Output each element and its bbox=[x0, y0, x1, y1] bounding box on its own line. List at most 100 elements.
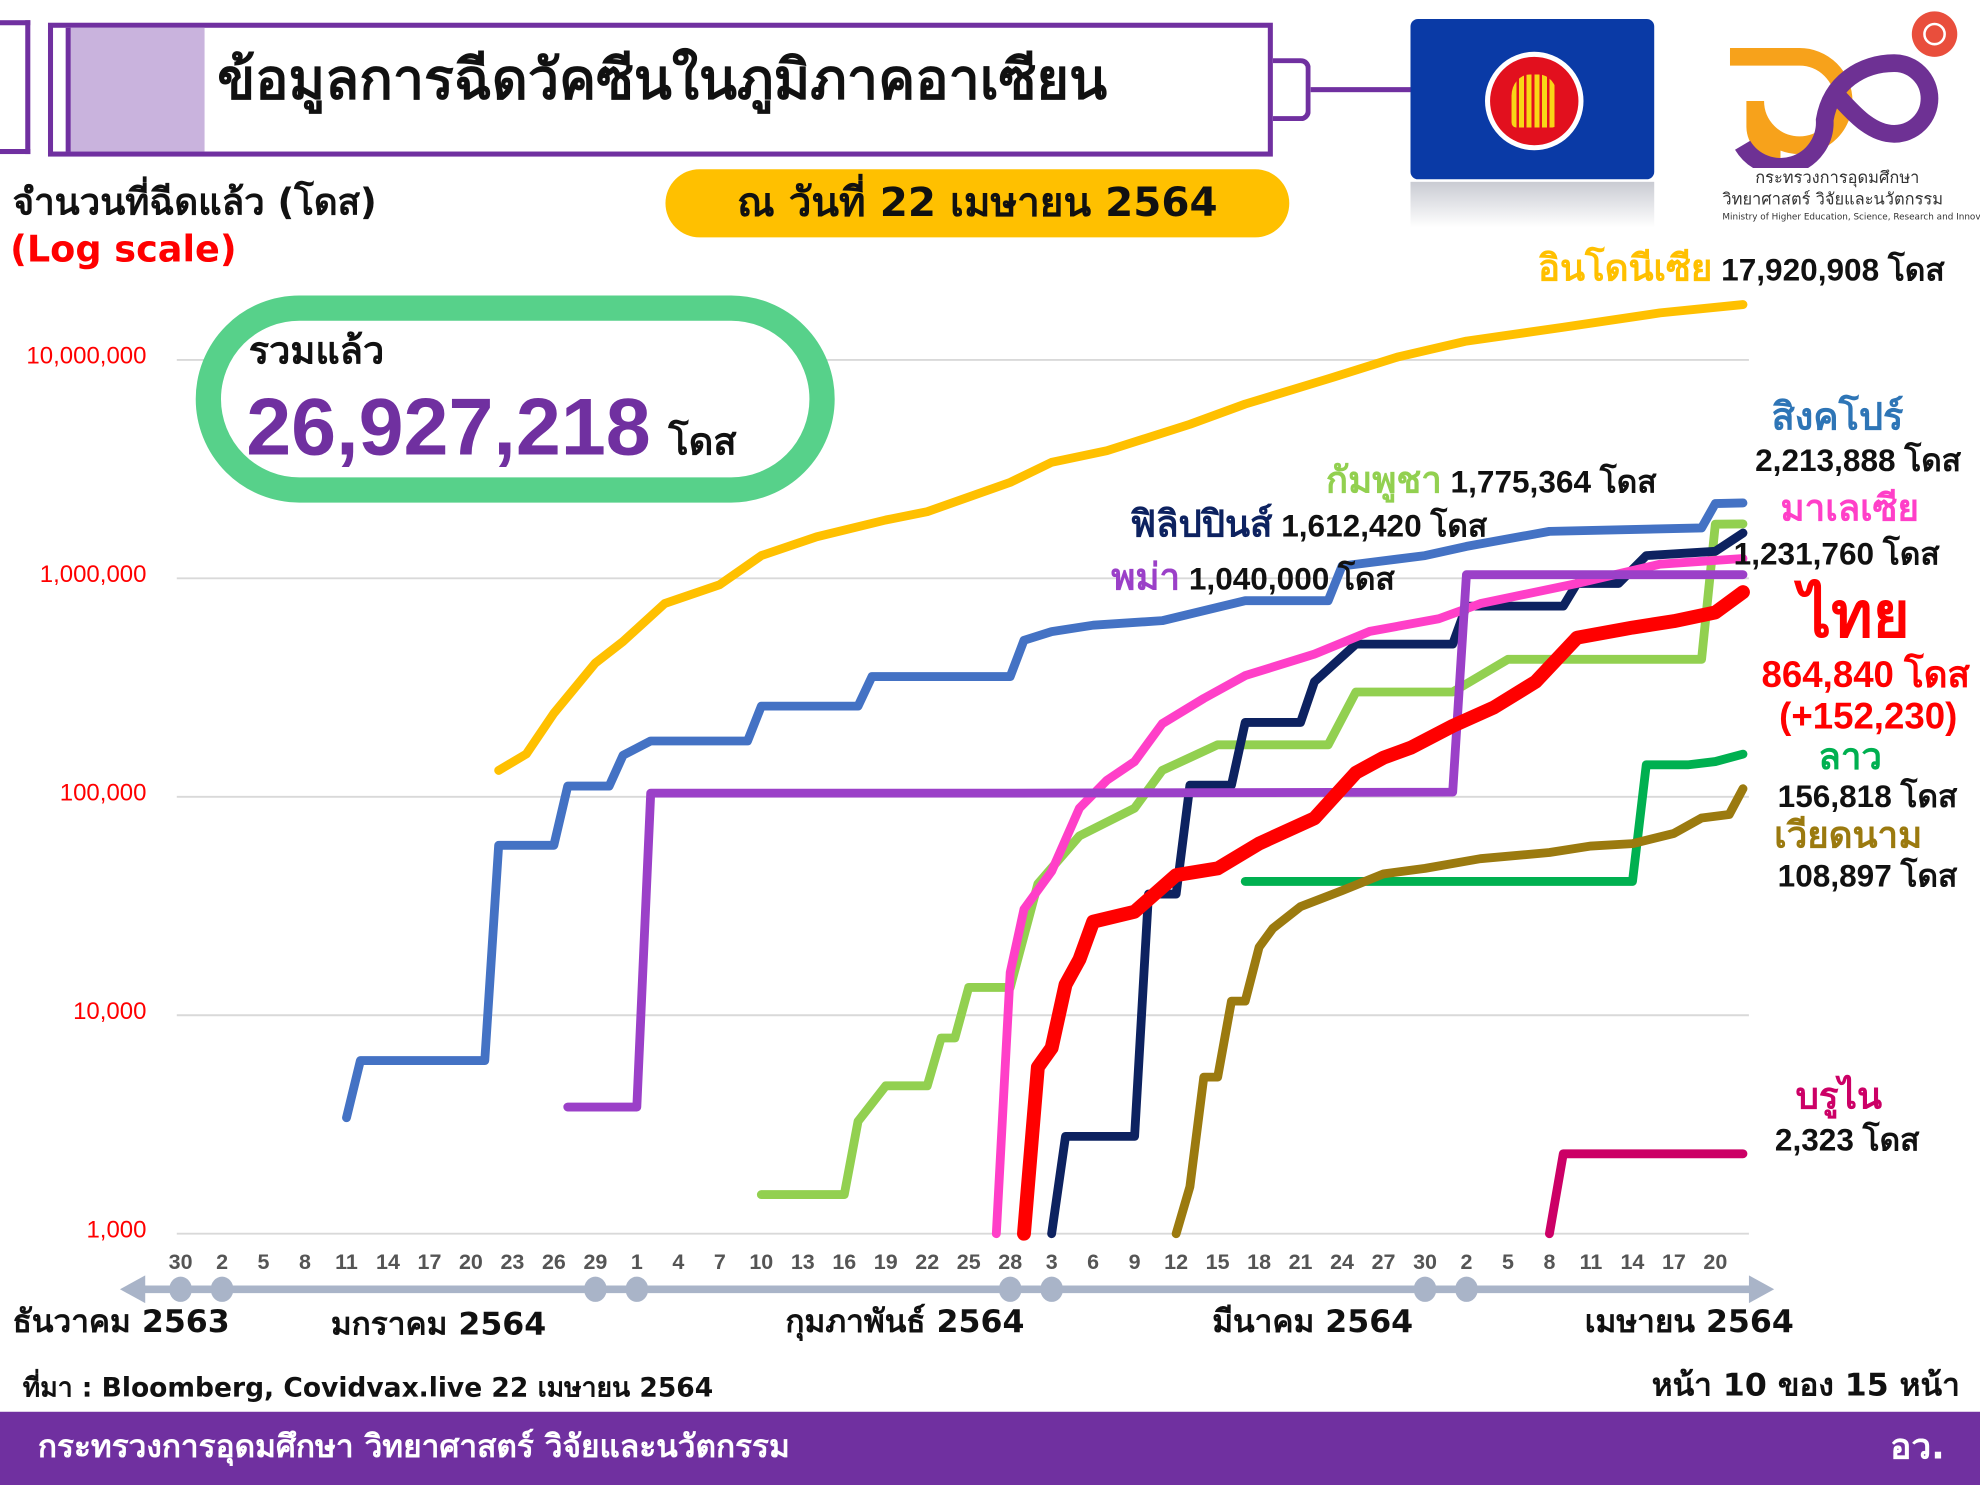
month-label-jan: มกราคม 2564 bbox=[330, 1305, 547, 1343]
x-tick-label: 30 bbox=[1413, 1250, 1437, 1275]
y-tick-label: 1,000,000 bbox=[39, 561, 147, 589]
footer-bar: กระทรวงการอุดมศึกษา วิทยาศาสตร์ วิจัยและ… bbox=[0, 1411, 1980, 1485]
label-cambodia: กัมพูชา 1,775,364 โดส bbox=[1326, 462, 1657, 501]
asean-emblem-icon bbox=[1485, 51, 1584, 151]
x-tick-label: 3 bbox=[1045, 1250, 1058, 1275]
series-line-thailand bbox=[1017, 585, 1750, 1241]
x-tick-label: 11 bbox=[335, 1250, 358, 1275]
x-tick-label: 8 bbox=[299, 1250, 311, 1275]
x-tick-label: 10 bbox=[749, 1250, 774, 1275]
ministry-logo bbox=[1729, 11, 1958, 168]
x-tick-label: 8 bbox=[1543, 1250, 1556, 1275]
series-name-vietnam: เวียดนาม bbox=[1774, 815, 1923, 857]
footer-ministry: กระทรวงการอุดมศึกษา วิทยาศาสตร์ วิจัยและ… bbox=[37, 1428, 790, 1465]
month-label-mar: มีนาคม 2564 bbox=[1212, 1303, 1414, 1340]
total-row: 26,927,218 โดส bbox=[246, 381, 736, 472]
series-total-brunei: 2,323 โดส bbox=[1774, 1122, 1920, 1158]
y-tick-label: 100,000 bbox=[59, 780, 147, 807]
series-total-vietnam: 108,897 โดส bbox=[1777, 858, 1958, 895]
month-boundary-dot bbox=[210, 1276, 234, 1302]
x-tick-label: 9 bbox=[1128, 1250, 1141, 1275]
series-line-singapore bbox=[342, 498, 1748, 1123]
month-boundary-dot bbox=[1040, 1276, 1064, 1302]
y-tick-label: 10,000,000 bbox=[26, 343, 147, 370]
x-tick-label: 14 bbox=[376, 1250, 400, 1275]
series-line-malaysia bbox=[991, 554, 1748, 1239]
x-tick-label: 30 bbox=[168, 1250, 193, 1275]
month-boundary-dot bbox=[1413, 1276, 1437, 1302]
month-boundary-dot bbox=[169, 1276, 192, 1302]
syringe-plunger bbox=[0, 20, 31, 155]
series-line-myanmar bbox=[563, 570, 1748, 1112]
series-total-laos: 156,818 โดส bbox=[1777, 779, 1958, 815]
series-line-cambodia bbox=[756, 519, 1748, 1199]
x-tick-label: 24 bbox=[1330, 1250, 1355, 1275]
x-tick-label: 12 bbox=[1164, 1250, 1189, 1275]
x-tick-label: 5 bbox=[1501, 1250, 1514, 1275]
label-indonesia: อินโดนีเซีย 17,920,908 โดส bbox=[1538, 250, 1945, 289]
x-tick-label: 2 bbox=[216, 1250, 229, 1275]
x-tick-label: 7 bbox=[713, 1250, 726, 1275]
series-total-cambodia: 1,775,364 โดส bbox=[1450, 464, 1657, 501]
month-boundary-dot bbox=[584, 1276, 607, 1302]
x-tick-label: 11 bbox=[1579, 1250, 1603, 1275]
label-myanmar: พม่า 1,040,000 โดส bbox=[1111, 559, 1395, 598]
axis-arrow-left-icon bbox=[119, 1275, 146, 1304]
log-scale-note: (Log scale) bbox=[10, 227, 237, 271]
x-tick-label: 20 bbox=[458, 1250, 483, 1275]
series-name-philippines: ฟิลิปปินส์ bbox=[1130, 505, 1273, 546]
month-boundary-dot bbox=[998, 1276, 1022, 1302]
y-axis-title: จำนวนที่ฉีดแล้ว (โดส) bbox=[12, 180, 377, 224]
x-tick-label: 6 bbox=[1087, 1250, 1100, 1275]
series-name-malaysia: มาเลเซีย bbox=[1780, 488, 1919, 530]
page-title: ข้อมูลการฉีดวัคซีนในภูมิภาคอาเซียน bbox=[217, 47, 1108, 113]
series-total-philippines: 1,612,420 โดส bbox=[1281, 508, 1488, 545]
x-tick-label: 19 bbox=[873, 1250, 898, 1275]
month-boundary-dot bbox=[625, 1276, 649, 1302]
series-total-malaysia: 1,231,760 โดส bbox=[1733, 536, 1940, 573]
month-label-feb: กุมภาพันธ์ 2564 bbox=[785, 1303, 1025, 1340]
month-label-dec: ธันวาคม 2563 bbox=[12, 1303, 230, 1340]
asean-flag-reflection bbox=[1410, 181, 1655, 228]
x-tick-label: 5 bbox=[257, 1250, 270, 1275]
x-tick-label: 23 bbox=[500, 1250, 525, 1275]
x-tick-label: 22 bbox=[915, 1250, 940, 1275]
syringe-barrel bbox=[47, 22, 1273, 157]
total-unit: โดส bbox=[668, 420, 737, 465]
x-tick-label: 21 bbox=[1288, 1250, 1313, 1275]
series-name-myanmar: พม่า bbox=[1111, 558, 1181, 599]
syringe-ring bbox=[53, 27, 71, 152]
syringe-fill bbox=[70, 27, 205, 152]
series-line-indonesia bbox=[494, 300, 1748, 775]
syringe-needle bbox=[1310, 87, 1412, 93]
series-total-indonesia: 17,920,908 โดส bbox=[1721, 252, 1945, 288]
series-name-singapore: สิงคโปร์ bbox=[1771, 396, 1904, 439]
logo-text-th-1: กระทรวงการอุดมศึกษา bbox=[1755, 169, 1920, 189]
total-pill bbox=[195, 295, 835, 503]
x-tick-label: 27 bbox=[1371, 1250, 1396, 1275]
series-daily-thailand: (+152,230) bbox=[1779, 697, 1958, 738]
x-tick-label: 18 bbox=[1247, 1250, 1272, 1275]
y-tick-label: 10,000 bbox=[73, 998, 147, 1026]
date-pill: ณ วันที่ 22 เมษายน 2564 bbox=[665, 169, 1290, 238]
x-tick-label: 17 bbox=[417, 1250, 442, 1275]
series-name-brunei: บรูไน bbox=[1795, 1077, 1883, 1118]
x-tick-label: 17 bbox=[1661, 1250, 1686, 1275]
x-tick-label: 13 bbox=[790, 1250, 815, 1275]
series-total-myanmar: 1,040,000 โดส bbox=[1188, 561, 1395, 598]
x-tick-label: 1 bbox=[630, 1250, 643, 1275]
month-boundary-dot bbox=[1455, 1276, 1478, 1302]
x-tick-label: 29 bbox=[583, 1250, 608, 1275]
x-tick-label: 4 bbox=[672, 1250, 685, 1275]
axis-arrow-right-icon bbox=[1748, 1275, 1775, 1304]
series-name-indonesia: อินโดนีเซีย bbox=[1538, 248, 1713, 290]
series-line-laos bbox=[1240, 749, 1748, 886]
page-indicator: หน้า 10 ของ 15 หน้า bbox=[1651, 1366, 1960, 1403]
x-tick-label: 15 bbox=[1205, 1250, 1230, 1275]
source-note: ที่มา : Bloomberg, Covidvax.live 22 เมษา… bbox=[22, 1372, 714, 1403]
x-tick-label: 2 bbox=[1460, 1250, 1473, 1275]
series-total-singapore: 2,213,888 โดส bbox=[1755, 443, 1962, 479]
x-tick-label: 16 bbox=[832, 1250, 857, 1275]
x-tick-label: 14 bbox=[1620, 1250, 1645, 1275]
